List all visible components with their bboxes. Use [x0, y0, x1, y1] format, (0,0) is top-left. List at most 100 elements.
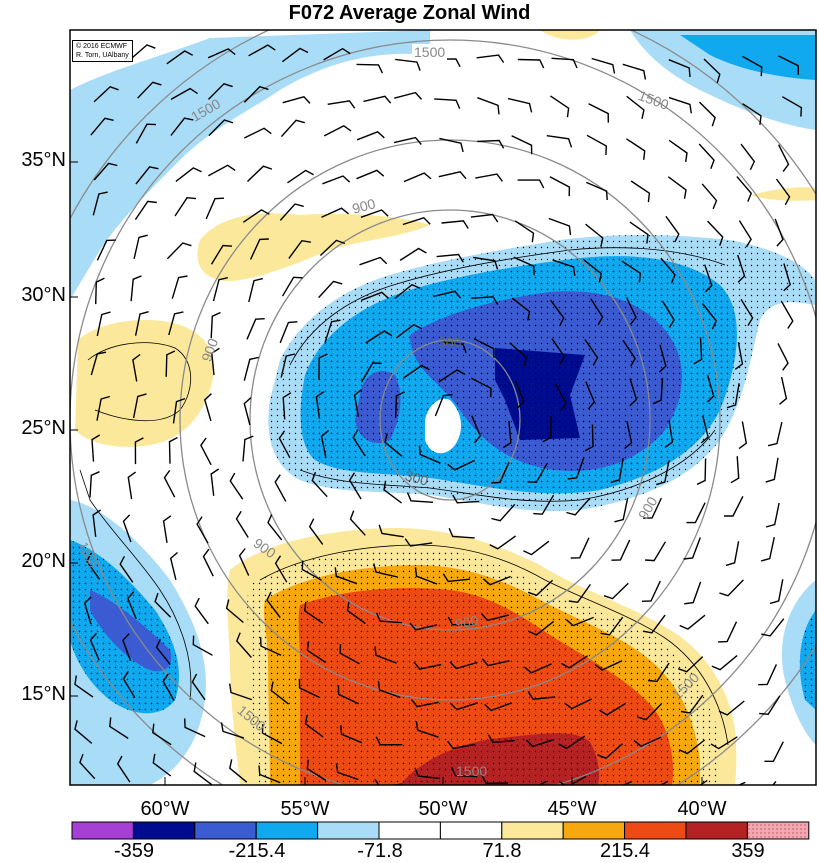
wind-barb	[684, 581, 702, 605]
colorbar-swatch	[562, 821, 626, 840]
wind-barb	[288, 239, 311, 259]
wind-barb	[320, 430, 330, 458]
wind-barb	[760, 536, 775, 562]
map-title: F072 Average Zonal Wind	[288, 2, 531, 24]
wind-barb	[700, 415, 709, 444]
wind-barb	[652, 378, 664, 405]
wind-barb	[242, 209, 270, 223]
wind-barb	[759, 695, 781, 716]
wind-barb	[135, 123, 157, 144]
wind-barb	[281, 47, 309, 63]
wind-barb	[774, 218, 784, 247]
wind-barb	[548, 217, 572, 236]
wind-barb	[402, 217, 431, 226]
wind-barb	[451, 767, 478, 778]
wind-barb	[779, 376, 788, 405]
lon-label: 60°W	[140, 798, 190, 820]
wind-barb	[122, 633, 132, 662]
wind-barb	[404, 538, 433, 547]
wind-barb	[527, 579, 554, 597]
shaded-wind-field	[70, 30, 816, 785]
wind-barb	[740, 298, 754, 326]
wind-barb	[414, 767, 441, 780]
wind-barb	[586, 181, 608, 201]
wind-barb	[335, 763, 359, 781]
wind-barb	[594, 660, 623, 671]
credit-line-2: R. Torn, UAlbany	[76, 52, 129, 59]
wind-barb	[383, 480, 403, 504]
wind-barb	[597, 743, 623, 760]
wind-barb	[710, 736, 738, 750]
wind-barb	[683, 537, 701, 560]
wind-barb	[247, 165, 273, 183]
wind-barb	[116, 755, 131, 783]
wind-barb	[137, 81, 162, 99]
lat-label: 15°N	[21, 683, 66, 705]
wind-barb	[353, 389, 363, 417]
wind-barb	[552, 259, 576, 277]
wind-barb	[132, 353, 141, 382]
colorbar-tick-label: 71.8	[482, 840, 522, 862]
wind-barb	[513, 256, 535, 276]
wind-barb	[361, 291, 389, 301]
wind-barb	[410, 699, 439, 708]
wind-barb	[122, 670, 136, 699]
wind-barb	[170, 117, 194, 136]
colorbar-swatch	[378, 821, 441, 840]
wind-barb	[765, 502, 780, 528]
wind-barb	[132, 393, 147, 419]
wind-barb	[135, 166, 159, 185]
wind-barb	[588, 103, 609, 123]
wind-barb	[783, 263, 791, 292]
wind-barb	[414, 567, 438, 585]
wind-barb	[377, 681, 401, 699]
wind-barb	[129, 44, 156, 60]
wind-barb	[523, 663, 552, 674]
wind-barb	[83, 596, 92, 625]
wind-barb	[270, 681, 290, 705]
wind-barb	[693, 337, 703, 365]
wind-barb	[736, 176, 753, 202]
wind-barb	[119, 555, 134, 583]
wind-barb	[303, 601, 324, 624]
wind-barb	[449, 661, 478, 670]
wind-barb	[352, 429, 366, 457]
wind-barb	[614, 497, 629, 523]
wind-barb	[243, 127, 272, 139]
wind-barb	[624, 421, 633, 450]
wind-barb	[301, 560, 322, 581]
wind-barb	[238, 548, 250, 576]
wind-barb	[611, 539, 631, 561]
wind-barb	[707, 220, 724, 246]
wind-barb	[642, 614, 666, 634]
wind-barb	[725, 541, 740, 567]
wind-barb	[318, 353, 328, 380]
wind-barb	[127, 471, 137, 500]
wind-barb	[567, 456, 585, 480]
wind-barb	[375, 736, 403, 746]
colorbar-swatch	[685, 821, 748, 840]
wind-barb	[323, 124, 352, 137]
wind-barb	[92, 509, 101, 537]
wind-barb	[394, 283, 421, 300]
wind-barb	[704, 264, 713, 293]
wind-barb	[191, 673, 206, 701]
wind-barb	[337, 685, 359, 705]
wind-barb	[282, 96, 311, 104]
wind-barb	[777, 343, 789, 371]
wind-barb	[471, 415, 482, 444]
wind-barb	[246, 318, 265, 340]
wind-barb	[765, 457, 779, 483]
wind-barb	[470, 213, 499, 223]
colorbar-tick-label: 215.4	[599, 840, 651, 862]
wind-barb	[476, 54, 505, 63]
wind-barb	[738, 421, 748, 450]
wind-barb	[134, 437, 144, 465]
wind-barb	[287, 169, 314, 184]
wind-barb	[487, 734, 516, 744]
wind-barb	[207, 48, 236, 59]
wind-barb	[664, 420, 674, 448]
wind-barb	[281, 276, 303, 297]
wind-barb	[517, 58, 545, 69]
wind-barb	[742, 103, 762, 125]
